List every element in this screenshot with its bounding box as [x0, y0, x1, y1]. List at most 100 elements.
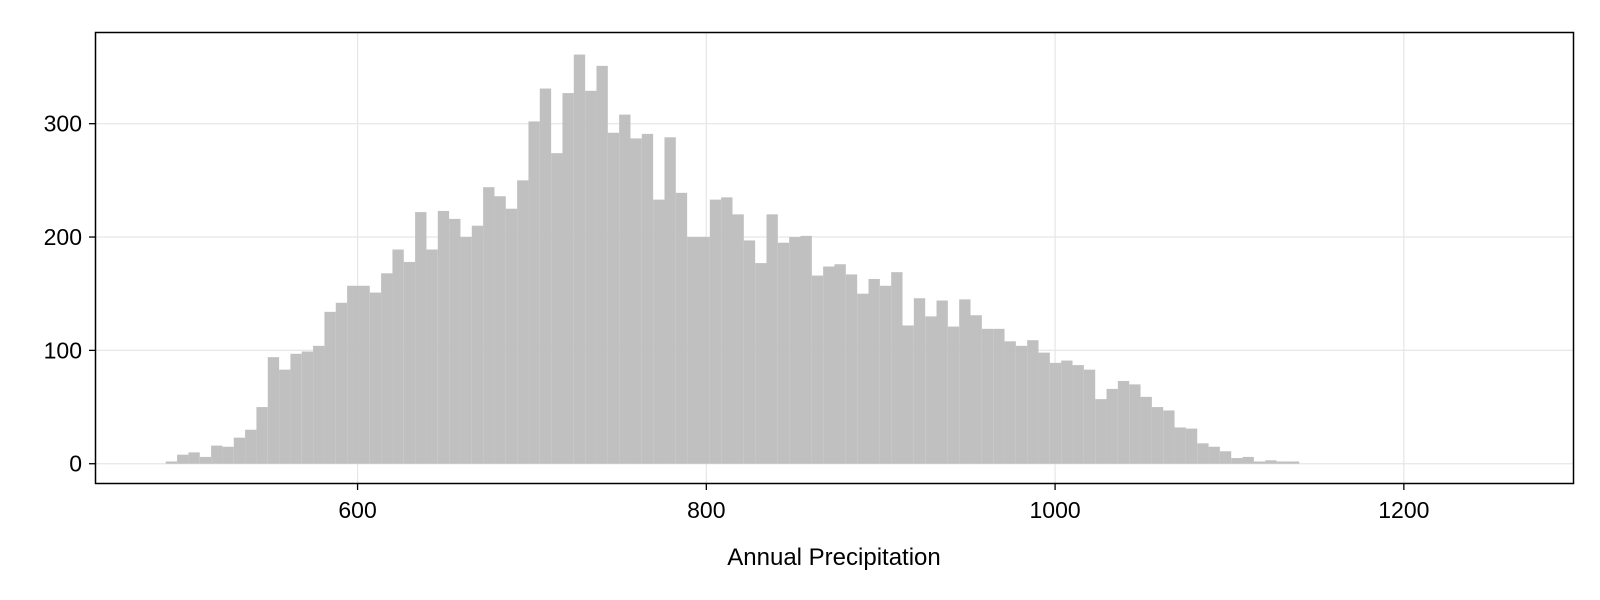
- histogram-bar: [347, 285, 359, 464]
- histogram-bar: [279, 369, 291, 464]
- histogram-bar: [562, 93, 574, 464]
- x-tick-label-600: 600: [338, 497, 376, 523]
- histogram-bar: [698, 237, 710, 464]
- histogram-bar: [1072, 365, 1084, 464]
- histogram-bar: [1253, 461, 1266, 464]
- histogram-bar: [607, 132, 620, 464]
- histogram-bar: [1287, 461, 1300, 464]
- histogram-bar: [415, 212, 427, 464]
- x-axis-title: Annual Precipitation: [727, 544, 940, 571]
- histogram-bar: [471, 225, 484, 464]
- histogram-bar: [1049, 362, 1062, 464]
- y-tick-label-200: 200: [44, 224, 82, 250]
- histogram-bar: [1015, 345, 1028, 464]
- histogram-bar: [902, 325, 914, 464]
- axis-ticks: [89, 123, 1405, 490]
- histogram-bar: [324, 311, 336, 464]
- histogram-bar: [879, 285, 892, 464]
- histogram-bar: [517, 180, 529, 464]
- histogram-bar: [1038, 352, 1050, 464]
- histogram-bar: [483, 187, 495, 464]
- histogram-bar: [1276, 461, 1288, 464]
- x-tick-label-1200: 1200: [1378, 497, 1429, 523]
- histogram-bar: [959, 299, 971, 464]
- histogram-bar: [313, 345, 325, 464]
- histogram-bar: [426, 249, 438, 464]
- histogram-bar: [211, 445, 223, 464]
- histogram-bar: [528, 121, 540, 464]
- histogram-bar: [1129, 384, 1141, 464]
- histogram-bar: [1061, 360, 1073, 464]
- tick-labels: 600 800 1000 1200 0 100 200 300: [44, 111, 1430, 523]
- histogram-bar: [358, 285, 370, 464]
- histogram-bar: [981, 328, 994, 464]
- histogram-bar: [403, 261, 416, 464]
- histogram-bar: [721, 197, 733, 464]
- histogram-bar: [1027, 340, 1039, 464]
- histogram-bar: [1231, 458, 1243, 464]
- histogram-bars: [165, 54, 1300, 464]
- histogram-bar: [1242, 456, 1254, 464]
- histogram-bar: [392, 249, 404, 464]
- histogram-bar: [301, 351, 314, 464]
- histogram-bar: [449, 218, 461, 464]
- histogram-bar: [1117, 380, 1130, 464]
- histogram-bar: [834, 264, 846, 464]
- histogram-bar: [177, 454, 189, 464]
- histogram-bar: [1140, 396, 1152, 464]
- histogram-bar: [857, 293, 869, 464]
- histogram-bar: [1208, 446, 1220, 464]
- histogram-bar: [653, 199, 665, 464]
- histogram-bar: [845, 274, 858, 464]
- x-tick-label-1000: 1000: [1030, 497, 1081, 523]
- histogram-bar: [789, 237, 801, 464]
- histogram-bar: [641, 133, 654, 464]
- histogram-bar: [188, 452, 200, 464]
- histogram-bar: [709, 199, 722, 464]
- histogram-bar: [664, 137, 676, 464]
- histogram-bar: [505, 208, 518, 464]
- histogram-bar: [970, 315, 982, 464]
- histogram-bar: [573, 54, 586, 464]
- histogram-bar: [381, 273, 393, 464]
- histogram-bar: [1106, 388, 1118, 464]
- histogram-bar: [1163, 410, 1175, 464]
- y-tick-label-300: 300: [44, 111, 82, 137]
- histogram-bar: [1151, 407, 1164, 464]
- plot-frame: [94, 31, 1575, 485]
- histogram-bar: [1197, 443, 1209, 464]
- histogram-bar: [755, 263, 767, 464]
- histogram-bar: [947, 326, 960, 464]
- y-tick-label-0: 0: [69, 451, 82, 477]
- histogram-bar: [437, 210, 450, 464]
- histogram-bar: [891, 272, 903, 464]
- histogram-bar: [823, 266, 835, 464]
- histogram-bar: [460, 237, 472, 464]
- histogram-bar: [551, 153, 563, 464]
- histogram-bar: [1095, 399, 1107, 464]
- histogram-bar: [766, 214, 778, 464]
- histogram-bar: [868, 278, 880, 464]
- histogram-bar: [811, 275, 824, 464]
- histogram-bar: [267, 357, 280, 464]
- histogram-bar: [1174, 427, 1186, 464]
- histogram-bar: [732, 214, 744, 464]
- histogram-bar: [687, 237, 699, 464]
- histogram-bar: [1004, 341, 1016, 464]
- histogram-bar: [1265, 460, 1277, 464]
- histogram-bar: [630, 138, 642, 464]
- histogram-bar: [743, 240, 756, 464]
- histogram-bar: [1083, 369, 1096, 464]
- histogram-bar: [1219, 451, 1232, 464]
- histogram-bar: [675, 192, 688, 464]
- histogram-bar: [256, 407, 268, 464]
- histogram-bar: [596, 65, 608, 464]
- histogram-bar: [290, 353, 302, 464]
- x-tick-label-800: 800: [687, 497, 725, 523]
- histogram-bar: [199, 456, 212, 464]
- histogram-bar: [913, 298, 926, 464]
- histogram-bar: [233, 437, 246, 464]
- histogram-bar: [585, 90, 597, 464]
- histogram-bar: [494, 196, 506, 464]
